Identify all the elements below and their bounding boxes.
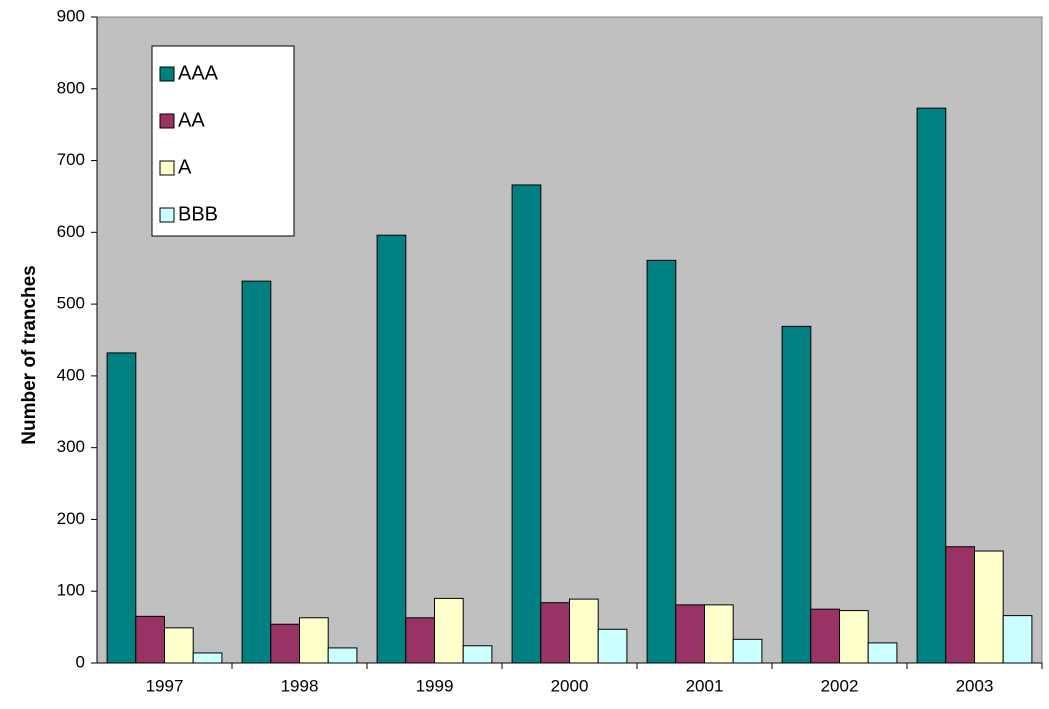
legend-swatch: [159, 113, 175, 129]
x-tick-label: 2000: [551, 676, 589, 695]
legend-label: BBB: [178, 203, 218, 225]
bar: [376, 234, 407, 664]
bar: [810, 608, 840, 664]
bar: [434, 597, 464, 664]
legend-swatch: [159, 207, 175, 223]
y-tick-label: 500: [57, 294, 85, 313]
legend-swatch: [159, 66, 175, 82]
legend-label: AAA: [178, 62, 219, 84]
bar: [327, 647, 358, 664]
bar: [462, 645, 493, 664]
bar: [646, 259, 677, 664]
y-tick-label: 200: [57, 509, 85, 528]
y-tick-label: 800: [57, 78, 85, 97]
bar: [1002, 615, 1033, 664]
x-tick-label: 1997: [146, 676, 184, 695]
bar: [511, 184, 542, 664]
legend-label: AA: [178, 109, 205, 131]
y-tick-label: 600: [57, 222, 85, 241]
x-tick-label: 2002: [821, 676, 859, 695]
x-tick-label: 1998: [281, 676, 319, 695]
bar: [781, 325, 812, 664]
y-tick-label: 300: [57, 437, 85, 456]
bar: [945, 546, 975, 664]
x-tick-label: 1999: [416, 676, 454, 695]
bar: [270, 623, 300, 664]
x-tick-label: 2003: [956, 676, 994, 695]
bar: [974, 550, 1004, 664]
legend-box: [151, 45, 295, 237]
bar: [164, 627, 194, 664]
y-tick-label: 0: [76, 652, 85, 671]
bar: [675, 604, 705, 664]
bar: [405, 617, 435, 664]
bar: [839, 610, 869, 664]
y-axis-label: Number of tranches: [19, 265, 40, 444]
bar: [867, 642, 898, 664]
legend-swatch: [159, 160, 175, 176]
bar: [597, 628, 628, 664]
bar: [299, 617, 329, 664]
legend-label: A: [178, 156, 192, 178]
y-tick-label: 700: [57, 150, 85, 169]
y-tick-label: 400: [57, 365, 85, 384]
x-tick-label: 2001: [686, 676, 724, 695]
bar: [916, 107, 947, 664]
bar: [704, 604, 734, 664]
bar: [569, 598, 599, 664]
bar: [540, 602, 570, 664]
bar: [241, 280, 272, 664]
y-tick-label: 100: [57, 581, 85, 600]
bar: [732, 638, 763, 664]
bar: [135, 615, 166, 664]
bar: [106, 352, 137, 664]
y-tick-label: 900: [57, 6, 85, 25]
bar: [192, 652, 223, 664]
